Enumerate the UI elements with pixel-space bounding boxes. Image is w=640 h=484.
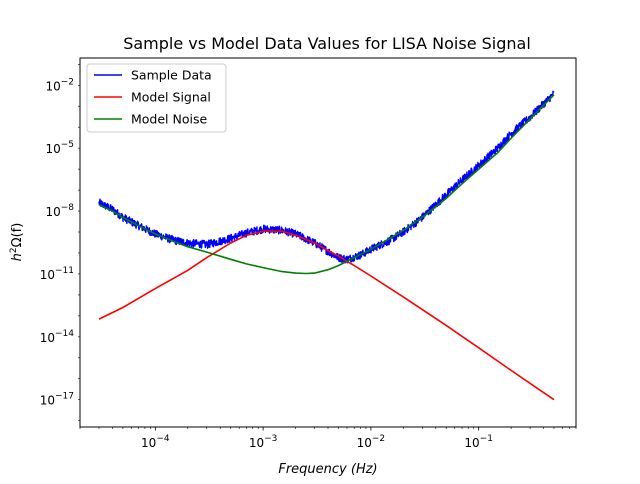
y-tick-label: 10−2 (45, 77, 74, 93)
y-tick-label: 10−5 (45, 140, 74, 156)
y-axis-label: h2Ω(f) (9, 223, 25, 262)
x-axis: 10−4 10−3 10−2 10−1 (79, 427, 577, 450)
x-tick-label: 10−4 (141, 434, 170, 450)
y-tick-label: 10−8 (45, 203, 74, 219)
y-tick-label: 10−11 (40, 266, 74, 282)
y-tick-label: 10−17 (40, 392, 74, 408)
legend-label: Model Noise (131, 112, 207, 127)
chart-title: Sample vs Model Data Values for LISA Noi… (123, 34, 531, 53)
series-line-sample-data (98, 90, 555, 264)
legend: Sample Data Model Signal Model Noise (86, 63, 227, 133)
legend-box (86, 63, 227, 133)
x-axis-label: Frequency (Hz) (278, 462, 377, 477)
x-tick-label: 10−1 (464, 434, 493, 450)
y-axis: 10−17 10−14 10−11 10−8 10−5 10−2 (40, 64, 80, 421)
series-layer (98, 90, 555, 401)
series-line-model-signal (98, 230, 555, 401)
x-tick-label: 10−3 (249, 434, 278, 450)
series-line-model-noise (98, 94, 555, 275)
legend-label: Sample Data (131, 68, 212, 83)
y-tick-label: 10−14 (40, 329, 75, 345)
x-tick-label: 10−2 (357, 434, 386, 450)
legend-label: Model Signal (131, 90, 211, 105)
